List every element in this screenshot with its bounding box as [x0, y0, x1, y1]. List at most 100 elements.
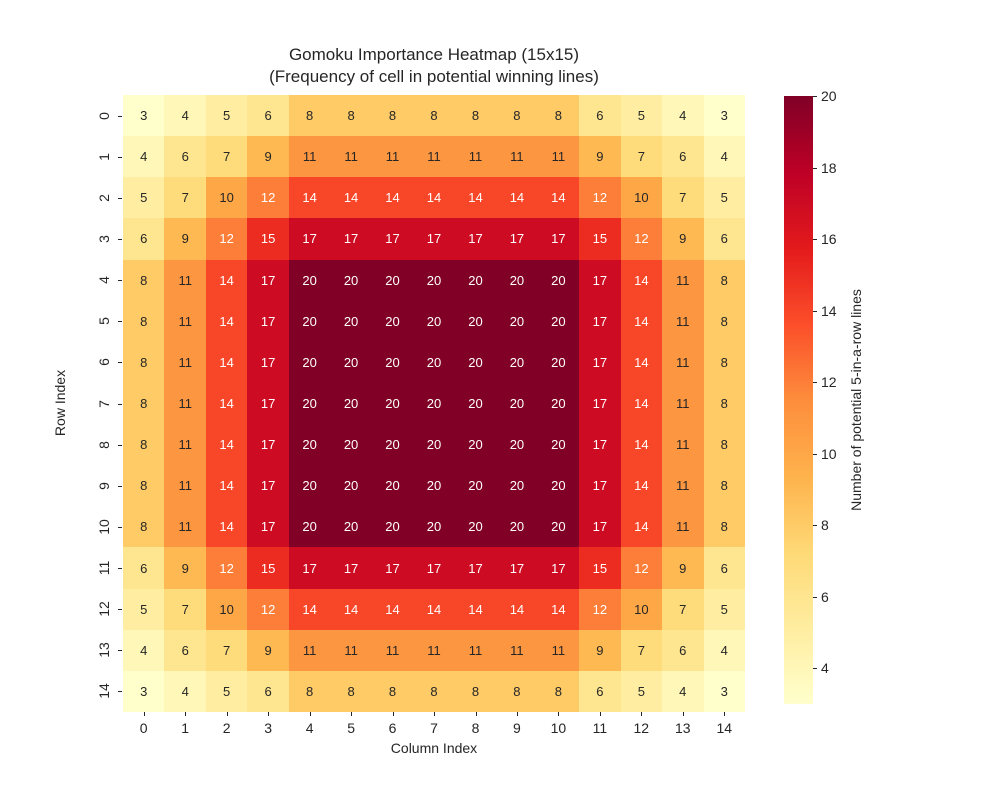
heatmap-cell: 15	[247, 218, 289, 260]
y-tick-label: 0	[96, 111, 112, 120]
heatmap-cell: 8	[123, 300, 165, 342]
heatmap-cell: 7	[205, 629, 248, 671]
heatmap-cell: 9	[662, 547, 704, 589]
heatmap-cell: 11	[662, 424, 704, 466]
y-tick-mark	[118, 609, 122, 611]
heatmap-cell: 3	[123, 670, 165, 712]
heatmap-cell: 8	[123, 259, 165, 301]
heatmap-cell: 20	[537, 382, 580, 425]
heatmap-cell: 17	[496, 218, 538, 260]
heatmap-cell: 14	[537, 588, 580, 630]
x-tick-mark	[682, 712, 684, 716]
x-tick-mark	[226, 712, 228, 716]
heatmap-cell: 20	[454, 424, 497, 466]
heatmap-cell: 20	[454, 300, 497, 342]
heatmap-cell: 12	[579, 177, 621, 219]
heatmap-cell: 14	[620, 341, 663, 383]
heatmap-cell: 11	[330, 136, 372, 178]
heatmap-cell: 9	[247, 629, 289, 671]
heatmap-cell: 5	[620, 95, 663, 137]
heatmap-cell: 8	[454, 95, 497, 137]
x-tick-label: 6	[388, 720, 397, 736]
heatmap-cell: 20	[330, 341, 372, 383]
heatmap-cell: 14	[330, 177, 372, 219]
colorbar-tick-mark	[813, 310, 817, 312]
heatmap-cell: 20	[413, 341, 455, 383]
colorbar-tick-label: 6	[821, 588, 829, 605]
heatmap-cell: 20	[330, 300, 372, 342]
x-tick-label: 7	[430, 720, 438, 736]
y-tick-mark	[118, 280, 122, 282]
heatmap-grid: 3 4 5 6 8 8 8 8 8 8 8 6 5 4 3 4 6 7 9 11 11 11 11 11 11 11 9 7 6 4 5 7 1…	[123, 95, 745, 712]
colorbar	[784, 96, 813, 704]
heatmap-cell: 8	[496, 670, 538, 712]
y-tick-mark	[118, 321, 122, 323]
heatmap-cell: 7	[205, 136, 248, 178]
heatmap-cell: 17	[247, 465, 289, 507]
heatmap-cell: 6	[123, 218, 165, 260]
heatmap-cell: 20	[454, 506, 497, 548]
heatmap-cell: 12	[620, 218, 663, 260]
heatmap-cell: 14	[205, 424, 248, 466]
y-tick-label: 3	[96, 235, 112, 243]
colorbar-tick-mark	[813, 167, 817, 169]
y-tick-label: 1	[96, 152, 112, 161]
colorbar-tick-mark	[813, 239, 817, 241]
heatmap-cell: 17	[247, 341, 289, 383]
heatmap-cell: 20	[330, 465, 372, 507]
heatmap-cell: 14	[620, 259, 663, 301]
x-tick-mark	[558, 712, 560, 716]
heatmap-cell: 20	[454, 465, 497, 507]
heatmap-cell: 8	[123, 341, 165, 383]
colorbar-tick-label: 8	[821, 517, 829, 534]
heatmap-cell: 4	[703, 136, 745, 178]
x-tick-mark	[434, 712, 435, 716]
y-tick-mark	[118, 444, 122, 446]
heatmap-cell: 20	[496, 259, 538, 301]
heatmap-cell: 10	[620, 588, 663, 630]
x-tick-label: 13	[675, 720, 691, 736]
heatmap-cell: 12	[205, 547, 248, 589]
heatmap-cell: 8	[703, 341, 745, 383]
heatmap-cell: 8	[371, 95, 414, 137]
heatmap-cell: 11	[537, 136, 580, 178]
colorbar-tick-label: 4	[821, 660, 829, 677]
heatmap-cell: 14	[454, 588, 497, 630]
heatmap-cell: 20	[413, 300, 455, 342]
heatmap-cell: 9	[164, 547, 206, 589]
heatmap-cell: 20	[288, 300, 331, 342]
heatmap-cell: 8	[288, 95, 331, 137]
heatmap-cell: 20	[371, 300, 414, 342]
heatmap-cell: 17	[579, 341, 621, 383]
heatmap-cell: 20	[537, 259, 580, 301]
heatmap-cell: 20	[413, 424, 455, 466]
colorbar-tick-mark	[813, 453, 817, 455]
heatmap-cell: 11	[330, 629, 372, 671]
heatmap-cell: 14	[371, 588, 414, 630]
heatmap-cell: 12	[620, 547, 663, 589]
heatmap-cell: 11	[662, 465, 704, 507]
heatmap-cell: 14	[288, 177, 331, 219]
heatmap-cell: 17	[454, 547, 497, 589]
heatmap-cell: 17	[247, 382, 289, 425]
heatmap-cell: 20	[496, 424, 538, 466]
heatmap-cell: 17	[288, 547, 331, 589]
heatmap-cell: 9	[579, 136, 621, 178]
heatmap-cell: 8	[496, 95, 538, 137]
y-tick-mark	[118, 691, 122, 693]
y-tick-label: 9	[96, 481, 112, 490]
heatmap-cell: 20	[496, 465, 538, 507]
x-tick-label: 8	[471, 720, 480, 736]
y-tick-label: 7	[96, 399, 112, 408]
heatmap-cell: 8	[703, 300, 745, 342]
chart-title-line2: (Frequency of cell in potential winning …	[269, 67, 599, 86]
heatmap-cell: 8	[703, 506, 745, 548]
y-tick-mark	[118, 115, 122, 117]
heatmap-cell: 20	[371, 424, 414, 466]
heatmap-cell: 6	[579, 670, 621, 712]
heatmap-cell: 7	[164, 588, 206, 630]
heatmap-cell: 20	[537, 424, 580, 466]
x-tick-label: 12	[633, 720, 650, 736]
heatmap-cell: 5	[205, 670, 248, 712]
